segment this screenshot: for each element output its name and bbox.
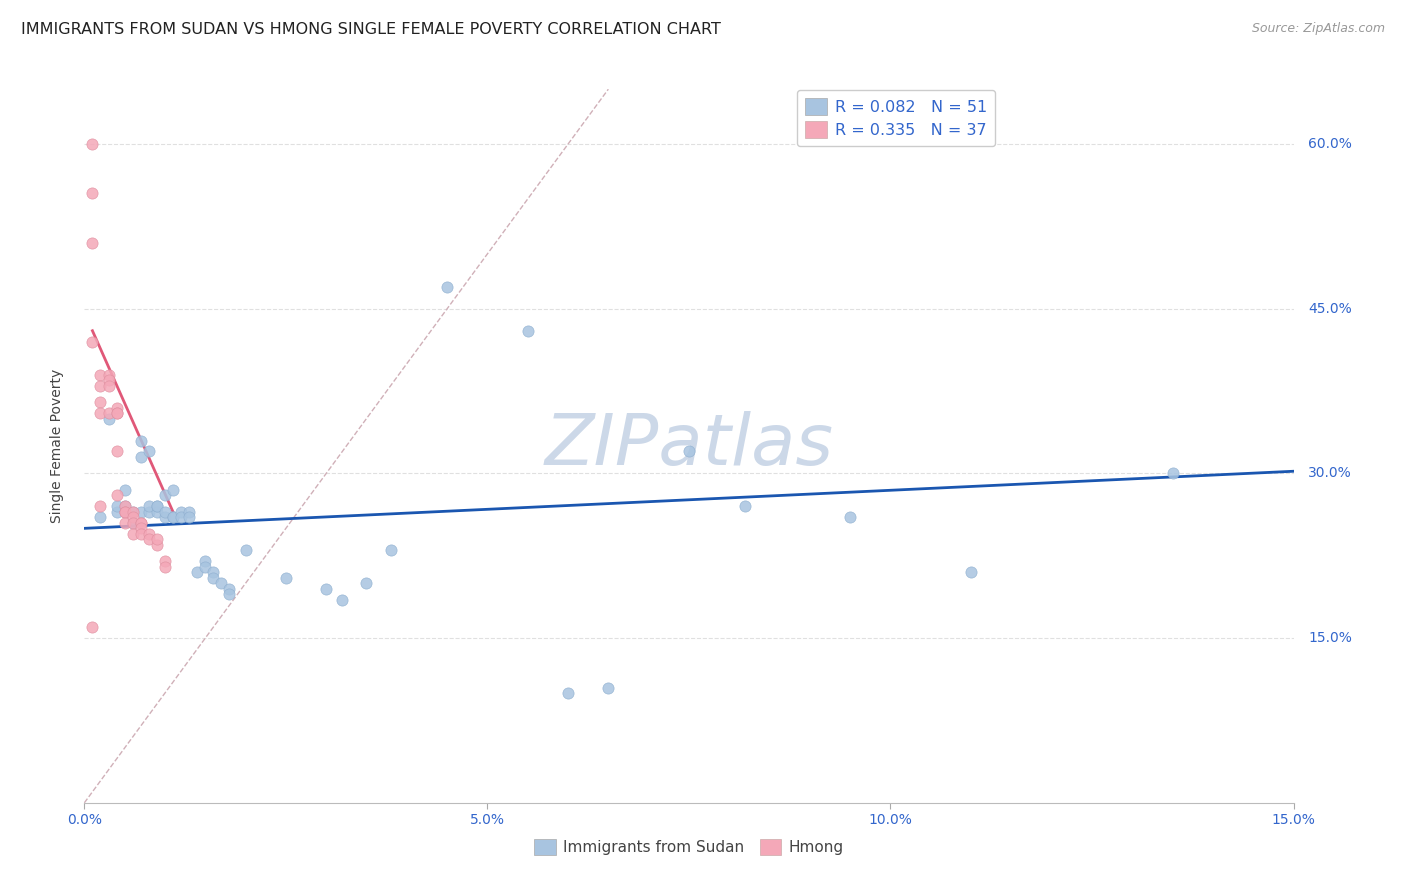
Point (129, 521, 152, 535)
Text: Source: ZipAtlas.com: Source: ZipAtlas.com (1251, 22, 1385, 36)
Point (1161, 467, 1184, 481)
Point (89, 510, 111, 524)
Point (114, 483, 136, 497)
Point (114, 500, 136, 514)
Point (138, 444, 160, 458)
Point (734, 500, 756, 514)
Point (129, 516, 152, 530)
Point (114, 500, 136, 514)
Point (97, 373, 120, 387)
Point (121, 505, 143, 519)
Point (153, 510, 176, 524)
Point (129, 450, 152, 464)
Point (516, 324, 538, 338)
Point (598, 681, 620, 695)
Point (146, 500, 169, 514)
Point (218, 587, 240, 601)
Point (356, 576, 378, 591)
Point (162, 510, 184, 524)
Point (202, 571, 225, 585)
Point (138, 505, 160, 519)
Point (557, 686, 579, 700)
Point (97, 406, 120, 420)
Point (82, 334, 104, 349)
Point (170, 505, 193, 519)
Point (121, 516, 143, 530)
Point (146, 500, 169, 514)
Point (202, 566, 225, 580)
Point (330, 592, 353, 607)
Point (114, 505, 136, 519)
Point (194, 554, 217, 568)
Point (153, 554, 176, 568)
Text: ZIPatlas: ZIPatlas (544, 411, 834, 481)
Y-axis label: Single Female Poverty: Single Female Poverty (49, 369, 63, 523)
Text: 15.0%: 15.0% (1308, 632, 1353, 645)
Point (678, 444, 700, 458)
Point (129, 505, 152, 519)
Point (960, 566, 983, 580)
Point (121, 505, 143, 519)
Point (105, 406, 128, 420)
Point (105, 488, 128, 502)
Point (89, 406, 111, 420)
Point (170, 510, 193, 524)
Point (89, 378, 111, 392)
Point (179, 505, 201, 519)
Point (89, 500, 111, 514)
Point (97, 411, 120, 425)
Point (138, 526, 160, 541)
Point (89, 395, 111, 409)
Point (105, 406, 128, 420)
Point (194, 559, 217, 574)
Point (105, 444, 128, 458)
Point (89, 368, 111, 382)
Point (129, 526, 152, 541)
Text: 45.0%: 45.0% (1308, 301, 1351, 316)
Text: 60.0%: 60.0% (1308, 137, 1353, 151)
Point (436, 280, 458, 294)
Text: IMMIGRANTS FROM SUDAN VS HMONG SINGLE FEMALE POVERTY CORRELATION CHART: IMMIGRANTS FROM SUDAN VS HMONG SINGLE FE… (21, 22, 721, 37)
Point (146, 533, 169, 547)
Point (114, 505, 136, 519)
Point (97, 368, 120, 382)
Point (121, 516, 143, 530)
Point (839, 510, 862, 524)
Point (82, 137, 104, 152)
Point (105, 505, 128, 519)
Point (105, 500, 128, 514)
Point (114, 516, 136, 530)
Text: 30.0%: 30.0% (1308, 467, 1351, 481)
Point (138, 500, 160, 514)
Point (97, 378, 120, 392)
Point (315, 582, 337, 596)
Point (380, 543, 402, 558)
Point (82, 620, 104, 634)
Point (209, 576, 232, 591)
Point (146, 538, 169, 552)
Point (179, 510, 201, 524)
Point (153, 488, 176, 502)
Point (235, 543, 257, 558)
Point (162, 510, 184, 524)
Point (114, 505, 136, 519)
Point (129, 516, 152, 530)
Point (186, 566, 208, 580)
Point (129, 434, 152, 448)
Point (82, 235, 104, 250)
Legend: Immigrants from Sudan, Hmong: Immigrants from Sudan, Hmong (526, 831, 852, 863)
Point (138, 533, 160, 547)
Point (105, 401, 128, 415)
Point (82, 186, 104, 201)
Point (121, 510, 143, 524)
Point (218, 582, 240, 596)
Point (153, 559, 176, 574)
Point (153, 505, 176, 519)
Point (162, 483, 184, 497)
Point (121, 526, 143, 541)
Point (274, 571, 297, 585)
Point (146, 505, 169, 519)
